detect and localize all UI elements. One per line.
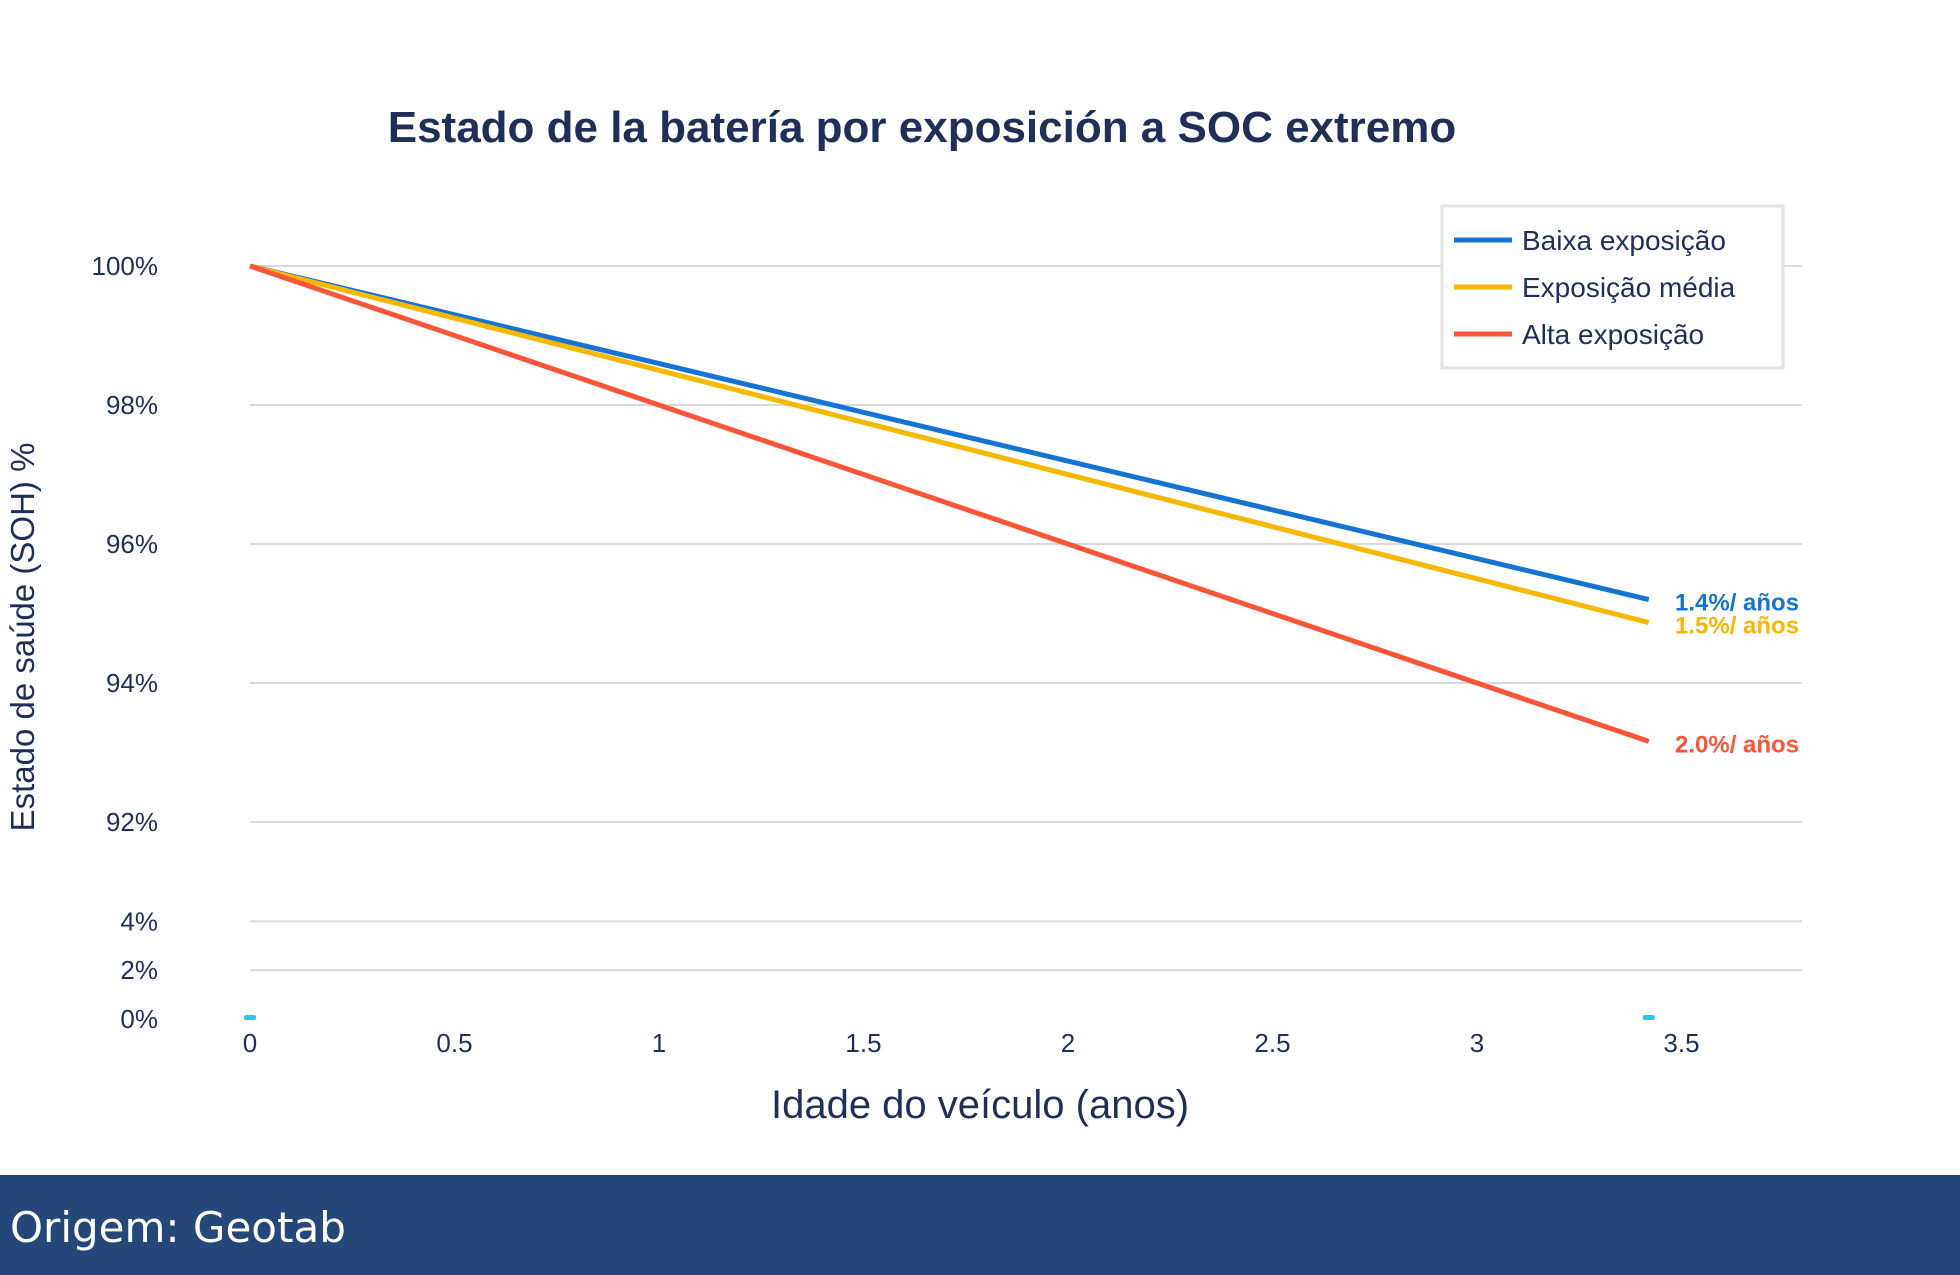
x-axis-label: Idade do veículo (anos) [771,1083,1189,1127]
chart: Estado de la batería por exposición a SO… [4,103,1802,1127]
baseline-marker [1642,1015,1655,1020]
y-tick-label: 4% [120,906,158,936]
series-annotation: 1.5%/ años [1675,613,1799,640]
legend-label: Alta exposição [1522,319,1704,350]
y-tick-label: 96% [106,529,158,559]
source-label: Origem: Geotab [10,1203,346,1252]
x-tick-label: 0.5 [436,1028,472,1058]
y-tick-label: 2% [120,955,158,985]
y-tick-label: 100% [92,251,159,281]
series-annotation: 1.4%/ años [1675,590,1799,617]
baseline-marker [244,1015,256,1020]
x-tick-label: 2.5 [1254,1028,1290,1058]
y-axis-label: Estado de saúde (SOH) % [4,443,41,832]
series-line-2 [249,263,1650,744]
legend-label: Exposição média [1522,272,1736,303]
legend-label: Baixa exposição [1522,225,1726,256]
series-annotation: 2.0%/ años [1675,731,1799,758]
y-tick-label: 98% [106,390,158,420]
legend-box [1440,204,1785,370]
x-tick-label: 3 [1470,1028,1484,1058]
x-tick-label: 1.5 [845,1028,881,1058]
y-tick-label: 0% [120,1004,158,1034]
y-tick-label: 92% [106,807,158,837]
y-tick-label: 94% [106,668,158,698]
series-line-1 [249,263,1650,625]
x-tick-label: 3.5 [1663,1028,1699,1058]
series-line-0 [249,263,1650,603]
x-tick-label: 1 [652,1028,666,1058]
chart-title: Estado de la batería por exposición a SO… [388,103,1457,152]
x-tick-label: 0 [243,1028,257,1058]
footer-band: Origem: Geotab [0,1175,1960,1275]
x-tick-label: 2 [1061,1028,1075,1058]
